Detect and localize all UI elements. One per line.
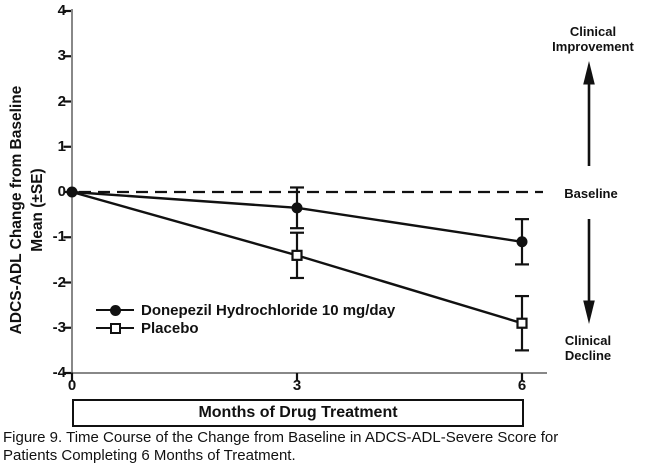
clinical-decline-annotation: Clinical Decline (538, 333, 638, 363)
annotation-line: Baseline (564, 186, 618, 201)
annotation-line: Clinical (569, 24, 617, 39)
x-tick-label: 3 (292, 377, 302, 394)
filled-circle-marker-icon (96, 303, 134, 317)
clinical-improvement-annotation: Clinical Improvement (533, 24, 647, 54)
annotation-line: Improvement (552, 39, 634, 54)
y-tick-label: 1 (57, 138, 66, 155)
series-placebo (71, 190, 529, 352)
baseline-annotation: Baseline (546, 186, 636, 201)
x-tick-label: 0 (67, 377, 77, 394)
open-square-marker-icon (96, 321, 134, 335)
legend-label: Placebo (141, 319, 199, 337)
y-tick-label: 4 (57, 2, 66, 19)
y-tick-label: 2 (57, 93, 66, 110)
legend-label: Donepezil Hydrochloride 10 mg/day (141, 301, 396, 319)
x-tick-label: 6 (517, 377, 527, 394)
legend-item-placebo: Placebo (96, 319, 395, 337)
legend-item-donepezil: Donepezil Hydrochloride 10 mg/day (96, 301, 395, 319)
series-donepezil (66, 186, 529, 266)
decline-arrow-icon (583, 219, 595, 324)
caption-line1: Figure 9. Time Course of the Change from… (3, 429, 559, 446)
improvement-arrow-icon (583, 61, 595, 166)
y-tick-label: -3 (52, 319, 66, 336)
y-axis-title-line2: Mean (±SE) (29, 168, 46, 252)
annotation-line: Decline (564, 348, 612, 363)
x-axis-title-box: Months of Drug Treatment (72, 399, 524, 427)
y-tick-label: 0 (57, 183, 66, 200)
figure-caption: Figure 9. Time Course of the Change from… (3, 429, 643, 465)
y-tick-label: 3 (57, 47, 66, 64)
chart-legend: Donepezil Hydrochloride 10 mg/day Placeb… (96, 301, 395, 337)
caption-line2: Patients Completing 6 Months of Treatmen… (3, 447, 296, 464)
y-tick-label: -4 (52, 364, 66, 381)
y-axis-title: ADCS-ADL Change from Baseline Mean (±SE) (6, 60, 50, 360)
annotation-line: Clinical (564, 333, 612, 348)
x-axis-title: Months of Drug Treatment (198, 404, 398, 421)
y-tick-label: -2 (52, 274, 66, 291)
y-tick-label: -1 (52, 228, 66, 245)
axes (63, 9, 524, 381)
y-axis-title-line1: ADCS-ADL Change from Baseline (8, 85, 25, 335)
